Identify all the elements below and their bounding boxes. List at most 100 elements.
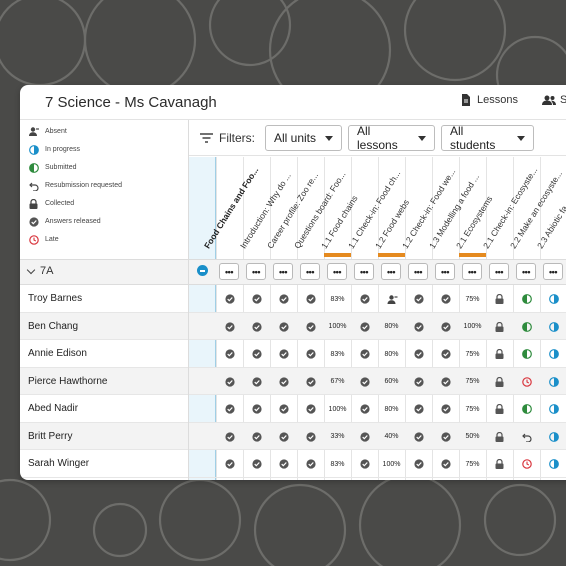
submitted-icon[interactable]: [516, 292, 538, 306]
score-cell[interactable]: 83%: [330, 460, 345, 468]
check-circle-icon[interactable]: [354, 430, 376, 444]
in-progress-icon[interactable]: [543, 292, 565, 306]
lock-icon[interactable]: [489, 320, 511, 334]
check-circle-icon[interactable]: [435, 402, 457, 416]
check-circle-icon[interactable]: [273, 320, 295, 334]
check-circle-icon[interactable]: [219, 402, 241, 416]
column-menu-button[interactable]: •••: [543, 263, 563, 280]
lesson-header[interactable]: Career profile: Zoo re...: [265, 170, 321, 251]
check-circle-icon[interactable]: [354, 375, 376, 389]
class-group-toggle[interactable]: 7A: [26, 265, 53, 277]
score-cell[interactable]: 80%: [384, 350, 399, 358]
units-dropdown[interactable]: All units: [265, 125, 342, 151]
check-circle-icon[interactable]: [300, 375, 322, 389]
check-circle-icon[interactable]: [435, 347, 457, 361]
in-progress-icon[interactable]: [543, 457, 565, 471]
check-circle-icon[interactable]: [408, 402, 430, 416]
check-circle-icon[interactable]: [246, 347, 268, 361]
student-name[interactable]: Pierce Hawthorne: [28, 375, 108, 387]
score-cell[interactable]: 100%: [382, 460, 401, 468]
check-circle-icon[interactable]: [408, 320, 430, 334]
lessons-dropdown[interactable]: All lessons: [348, 124, 435, 152]
check-circle-icon[interactable]: [246, 457, 268, 471]
check-circle-icon[interactable]: [219, 320, 241, 334]
check-circle-icon[interactable]: [246, 402, 268, 416]
score-cell[interactable]: 33%: [330, 433, 345, 440]
column-menu-button[interactable]: •••: [516, 263, 536, 280]
check-circle-icon[interactable]: [408, 347, 430, 361]
column-menu-button[interactable]: •••: [300, 263, 320, 280]
check-circle-icon[interactable]: [435, 430, 457, 444]
check-circle-icon[interactable]: [219, 457, 241, 471]
lock-icon[interactable]: [489, 430, 511, 444]
check-circle-icon[interactable]: [246, 430, 268, 444]
undo-arrow-icon[interactable]: [516, 430, 538, 444]
person-absent-icon[interactable]: [381, 292, 403, 306]
check-circle-icon[interactable]: [246, 375, 268, 389]
check-circle-icon[interactable]: [219, 347, 241, 361]
collapse-unit-icon[interactable]: [197, 265, 208, 276]
check-circle-icon[interactable]: [273, 457, 295, 471]
in-progress-icon[interactable]: [543, 430, 565, 444]
score-cell[interactable]: 80%: [384, 405, 399, 413]
check-circle-icon[interactable]: [435, 457, 457, 471]
score-cell[interactable]: 100%: [328, 405, 347, 413]
column-menu-button[interactable]: •••: [381, 263, 401, 280]
check-circle-icon[interactable]: [300, 347, 322, 361]
check-circle-icon[interactable]: [246, 320, 268, 334]
student-name[interactable]: Troy Barnes: [28, 293, 83, 304]
check-circle-icon[interactable]: [273, 402, 295, 416]
lesson-header[interactable]: Questions board: Foo...: [292, 169, 348, 251]
column-menu-button[interactable]: •••: [219, 263, 239, 280]
column-menu-button[interactable]: •••: [327, 263, 347, 280]
score-cell[interactable]: 75%: [465, 295, 480, 303]
score-cell[interactable]: 80%: [384, 323, 399, 330]
check-circle-icon[interactable]: [408, 292, 430, 306]
check-circle-icon[interactable]: [408, 457, 430, 471]
column-menu-button[interactable]: •••: [435, 263, 455, 280]
score-cell[interactable]: 67%: [330, 378, 345, 385]
lessons-tab[interactable]: Lessons: [461, 94, 518, 106]
student-name[interactable]: Ben Chang: [28, 320, 79, 332]
check-circle-icon[interactable]: [246, 292, 268, 306]
student-name[interactable]: Annie Edison: [28, 348, 87, 359]
submitted-icon[interactable]: [516, 347, 538, 361]
lock-icon[interactable]: [489, 347, 511, 361]
score-cell[interactable]: 75%: [465, 378, 480, 385]
column-menu-button[interactable]: •••: [246, 263, 266, 280]
column-menu-button[interactable]: •••: [354, 263, 374, 280]
score-cell[interactable]: 50%: [465, 433, 480, 440]
check-circle-icon[interactable]: [435, 375, 457, 389]
check-circle-icon[interactable]: [300, 402, 322, 416]
check-circle-icon[interactable]: [435, 292, 457, 306]
late-clock-icon[interactable]: [516, 375, 538, 389]
score-cell[interactable]: 40%: [384, 433, 399, 440]
lock-icon[interactable]: [489, 375, 511, 389]
lock-icon[interactable]: [489, 292, 511, 306]
check-circle-icon[interactable]: [273, 292, 295, 306]
score-cell[interactable]: 75%: [465, 350, 480, 358]
check-circle-icon[interactable]: [300, 457, 322, 471]
in-progress-icon[interactable]: [543, 375, 565, 389]
check-circle-icon[interactable]: [354, 320, 376, 334]
check-circle-icon[interactable]: [273, 375, 295, 389]
student-name[interactable]: Britt Perry: [28, 430, 73, 442]
late-clock-icon[interactable]: [516, 457, 538, 471]
check-circle-icon[interactable]: [354, 457, 376, 471]
students-tab[interactable]: S: [542, 94, 566, 106]
check-circle-icon[interactable]: [219, 375, 241, 389]
lock-icon[interactable]: [489, 402, 511, 416]
student-name[interactable]: Abed Nadir: [28, 403, 79, 414]
lesson-header[interactable]: 1.3 Modelling a food ...: [427, 172, 482, 251]
check-circle-icon[interactable]: [273, 430, 295, 444]
column-menu-button[interactable]: •••: [462, 263, 482, 280]
score-cell[interactable]: 75%: [465, 405, 480, 413]
check-circle-icon[interactable]: [300, 430, 322, 444]
score-cell[interactable]: 75%: [465, 460, 480, 468]
check-circle-icon[interactable]: [408, 430, 430, 444]
check-circle-icon[interactable]: [219, 430, 241, 444]
score-cell[interactable]: 83%: [330, 295, 345, 303]
score-cell[interactable]: 83%: [330, 350, 345, 358]
score-cell[interactable]: 60%: [384, 378, 399, 385]
check-circle-icon[interactable]: [300, 292, 322, 306]
